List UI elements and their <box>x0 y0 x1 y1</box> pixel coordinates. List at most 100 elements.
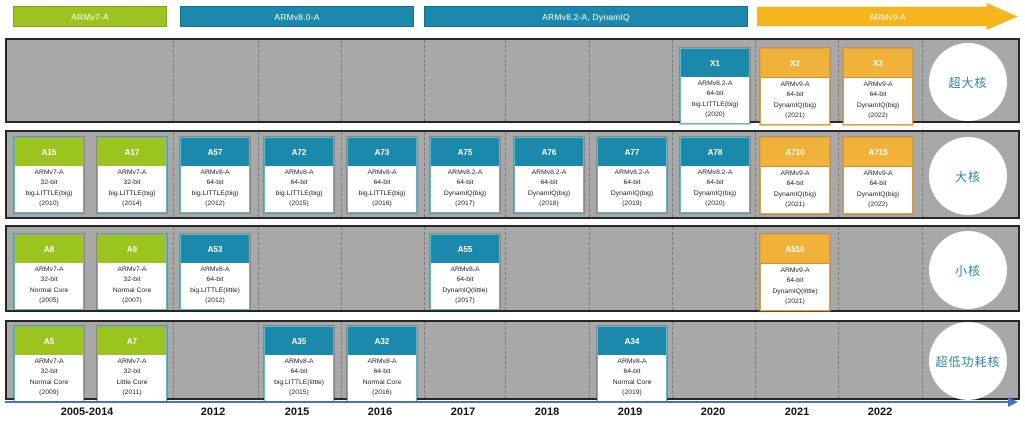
year-label-2022: 2022 <box>867 406 893 418</box>
core-card-details: ARMv8.2-A 64-bit DynamIQ(big) (2020) <box>693 169 737 208</box>
column-divider <box>838 40 839 121</box>
year-label-2005-2014: 2005-2014 <box>60 406 114 418</box>
core-card-details: ARMv8-A 64-bit DynamIQ(little) (2017) <box>442 266 488 305</box>
core-card-details: ARMv8-A 64-bit Normal Core (2016) <box>362 358 402 397</box>
core-card-X3: X3 ARMv9-A 64-bit DynamIQ(big) (2022) <box>843 48 913 125</box>
core-card-A73: A73 ARMv8-A 64-bit big.LITTLE(big) (2016) <box>347 137 417 213</box>
era-arrow-armv9-a: ARMv9-A <box>757 3 1018 30</box>
era-bar-armv7-a: ARMv7-A <box>13 6 167 27</box>
core-card-X1: X1 ARMv8.2-A 64-bit big.LITTLE(big) (2020) <box>680 48 750 124</box>
column-divider <box>505 322 506 398</box>
core-card-title: A9 <box>98 235 166 263</box>
core-role-label: 超低功耗核 <box>935 354 1001 369</box>
column-divider <box>424 40 425 121</box>
core-card-title: A77 <box>598 138 666 166</box>
core-role-label: 大核 <box>954 169 981 184</box>
core-card-details: ARMv8.2-A 64-bit DynamIQ(big) (2019) <box>610 169 654 208</box>
core-card-A15: A15 ARMv7-A 32-bit big.LITTLE(big) (2010) <box>14 137 84 213</box>
core-card-A710: A710 ARMv9-A 64-bit DynamIQ(big) (2021) <box>760 137 830 214</box>
year-label-2019: 2019 <box>617 406 643 418</box>
column-divider <box>755 40 756 121</box>
core-card-title: A5 <box>15 327 83 355</box>
core-card-title: A32 <box>348 327 416 355</box>
core-role-label: 超大核 <box>948 75 988 90</box>
core-card-A76: A76 ARMv8.2-A 64-bit DynamIQ(big) (2018) <box>514 137 584 213</box>
core-card-title: A72 <box>265 138 333 166</box>
column-divider <box>589 322 590 398</box>
core-card-details: ARMv9-A 64-bit DynamIQ(big) (2022) <box>856 170 900 209</box>
core-card-A8: A8 ARMv7-A 32-bit Normal Core (2005) <box>14 234 84 310</box>
row-band-大核: A15 ARMv7-A 32-bit big.LITTLE(big) (2010) A17… <box>5 130 1020 219</box>
year-label-2017: 2017 <box>450 406 476 418</box>
column-divider <box>672 227 673 310</box>
core-card-details: ARMv8-A 64-bit big.LITTLE(little) (2015) <box>274 358 324 397</box>
core-card-A72: A72 ARMv8-A 64-bit big.LITTLE(big) (2015) <box>264 137 334 213</box>
column-divider <box>424 322 425 398</box>
column-divider <box>173 40 174 121</box>
timeline-arrow-icon <box>1008 397 1018 407</box>
core-card-details: ARMv9-A 64-bit DynamIQ(little) (2021) <box>772 267 818 306</box>
column-divider <box>173 132 174 217</box>
core-role-circle-超大核: 超大核 <box>929 43 1007 121</box>
core-card-details: ARMv9-A 64-bit DynamIQ(big) (2022) <box>856 81 900 120</box>
core-role-circle-大核: 大核 <box>929 137 1007 215</box>
column-divider <box>672 132 673 217</box>
core-card-A9: A9 ARMv7-A 32-bit Normal Core (2007) <box>97 234 167 310</box>
core-card-A17: A17 ARMv7-A 32-bit big.LITTLE(big) (2014) <box>97 137 167 213</box>
core-card-title: A7 <box>98 327 166 355</box>
core-card-A715: A715 ARMv9-A 64-bit DynamIQ(big) (2022) <box>843 137 913 214</box>
column-divider <box>589 40 590 121</box>
core-role-circle-超低功耗核: 超低功耗核 <box>929 322 1007 400</box>
core-card-A77: A77 ARMv8.2-A 64-bit DynamIQ(big) (2019) <box>597 137 667 213</box>
column-divider <box>922 322 923 398</box>
core-card-title: A78 <box>681 138 749 166</box>
core-card-details: ARMv7-A 32-bit big.LITTLE(big) (2014) <box>108 169 156 208</box>
column-divider <box>424 132 425 217</box>
column-divider <box>755 322 756 398</box>
core-card-title: X3 <box>844 49 912 78</box>
column-divider <box>672 40 673 121</box>
core-card-title: A715 <box>844 138 912 167</box>
core-card-details: ARMv7-A 32-bit Little Core (2011) <box>116 358 148 397</box>
era-bar-armv8.2-a-dynamiq: ARMv8.2-A, DynamIQ <box>424 6 748 27</box>
core-card-details: ARMv8-A 64-bit big.LITTLE(big) (2016) <box>358 169 406 208</box>
column-divider <box>505 132 506 217</box>
column-divider <box>173 322 174 398</box>
year-label-2020: 2020 <box>700 406 726 418</box>
timeline-axis-line <box>5 401 1010 403</box>
core-card-details: ARMv7-A 32-bit big.LITTLE(big) (2010) <box>25 169 73 208</box>
core-card-title: A34 <box>598 327 666 355</box>
core-role-label: 小核 <box>954 263 981 278</box>
core-card-A78: A78 ARMv8.2-A 64-bit DynamIQ(big) (2020) <box>680 137 750 213</box>
column-divider <box>755 227 756 310</box>
column-divider <box>341 322 342 398</box>
core-card-title: X2 <box>761 49 829 78</box>
core-card-details: ARMv7-A 32-bit Normal Core (2009) <box>29 358 69 397</box>
core-card-details: ARMv8.2-A 64-bit DynamIQ(big) (2017) <box>443 169 487 208</box>
year-label-2016: 2016 <box>367 406 393 418</box>
column-divider <box>672 322 673 398</box>
core-card-title: A55 <box>431 235 499 263</box>
core-role-circle-小核: 小核 <box>929 231 1007 309</box>
core-card-A55: A55 ARMv8-A 64-bit DynamIQ(little) (2017) <box>430 234 500 310</box>
column-divider <box>258 322 259 398</box>
column-divider <box>424 227 425 310</box>
column-divider <box>341 132 342 217</box>
core-card-A53: A53 ARMv8-A 64-bit big.LITTLE(little) (2012) <box>180 234 250 310</box>
row-band-超低功耗核: A5 ARMv7-A 32-bit Normal Core (2009) A7 ARMv7-… <box>5 320 1020 402</box>
year-label-2012: 2012 <box>200 406 226 418</box>
column-divider <box>922 227 923 310</box>
core-card-details: ARMv8-A 64-bit big.LITTLE(little) (2012) <box>190 266 240 305</box>
core-card-A7: A7 ARMv7-A 32-bit Little Core (2011) <box>97 326 167 402</box>
column-divider <box>505 40 506 121</box>
core-card-A75: A75 ARMv8.2-A 64-bit DynamIQ(big) (2017) <box>430 137 500 213</box>
year-label-2021: 2021 <box>784 406 810 418</box>
column-divider <box>258 40 259 121</box>
column-divider <box>258 227 259 310</box>
column-divider <box>922 132 923 217</box>
core-card-X2: X2 ARMv9-A 64-bit DynamIQ(big) (2021) <box>760 48 830 125</box>
core-card-details: ARMv8-A 64-bit big.LITTLE(big) (2012) <box>191 169 239 208</box>
core-card-title: A510 <box>761 235 829 264</box>
core-card-details: ARMv8-A 64-bit big.LITTLE(big) (2015) <box>275 169 323 208</box>
core-card-A57: A57 ARMv8-A 64-bit big.LITTLE(big) (2012) <box>180 137 250 213</box>
